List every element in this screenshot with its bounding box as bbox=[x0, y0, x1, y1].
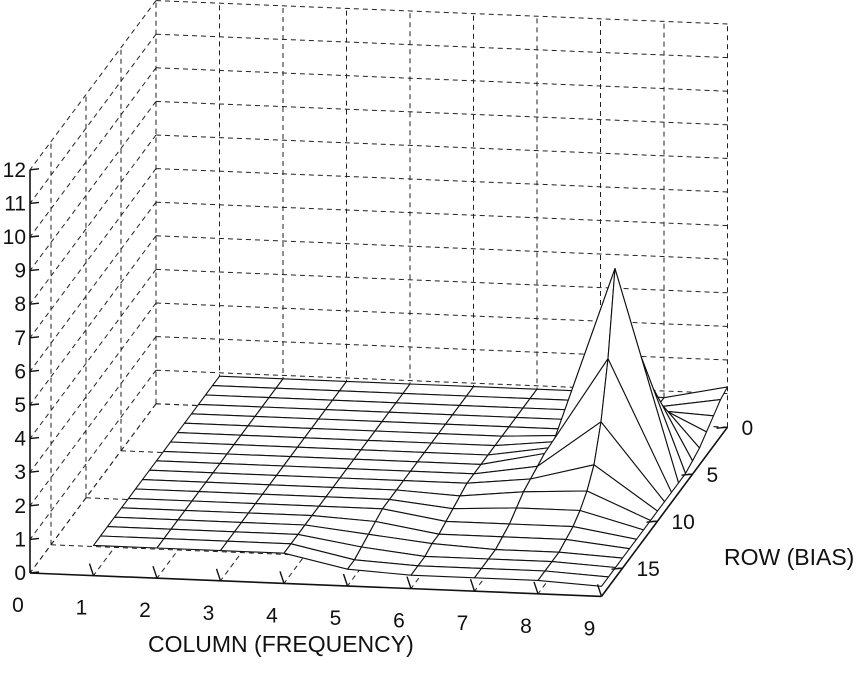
z-tick-mark bbox=[30, 236, 39, 237]
z-tick-label: 10 bbox=[3, 226, 26, 249]
x-tick-label: 5 bbox=[330, 607, 342, 630]
surface-layer bbox=[94, 269, 728, 587]
x-tick-label: 9 bbox=[584, 617, 596, 640]
z-tick-label: 12 bbox=[3, 159, 26, 182]
left-wall-gridline bbox=[30, 101, 156, 270]
x-tick-mark bbox=[407, 577, 411, 589]
x-tick-label: 2 bbox=[139, 599, 151, 622]
z-tick-mark bbox=[30, 471, 39, 472]
left-wall-gridline bbox=[30, 269, 156, 438]
surface-quad bbox=[411, 566, 482, 578]
z-tick-label: 11 bbox=[4, 192, 26, 215]
z-tick-label: 8 bbox=[14, 293, 26, 316]
x-tick-label: 7 bbox=[457, 612, 469, 635]
z-tick-mark bbox=[30, 538, 39, 539]
z-tick-mark bbox=[30, 438, 39, 439]
back-wall-gridline bbox=[156, 337, 728, 360]
z-tick-label: 6 bbox=[14, 360, 26, 383]
z-tick-mark bbox=[30, 337, 39, 338]
x-tick-mark bbox=[534, 582, 538, 594]
x-tick-label: 1 bbox=[76, 597, 88, 620]
x-tick-mark bbox=[153, 566, 157, 578]
z-tick-label: 2 bbox=[14, 495, 26, 518]
surface-quad bbox=[475, 568, 546, 580]
back-wall-gridline bbox=[156, 303, 728, 326]
back-wall-gridline bbox=[156, 135, 728, 158]
y-tick-label: 15 bbox=[637, 558, 660, 581]
z-tick-label: 4 bbox=[14, 428, 26, 451]
left-wall-gridline bbox=[30, 337, 156, 506]
left-wall-gridline bbox=[30, 303, 156, 472]
back-wall-gridline bbox=[156, 202, 728, 225]
back-wall-gridline bbox=[156, 1, 728, 24]
x-tick-label: 4 bbox=[266, 604, 278, 627]
z-tick-mark bbox=[30, 169, 39, 170]
x-tick-label: 8 bbox=[520, 615, 532, 638]
z-tick-mark bbox=[30, 505, 39, 506]
y-tick-label: 5 bbox=[707, 464, 719, 487]
z-tick-label: 3 bbox=[14, 461, 26, 484]
surface-quad bbox=[510, 508, 581, 527]
z-tick-label: 9 bbox=[14, 260, 26, 283]
y-tick-label: 10 bbox=[672, 511, 695, 534]
x-tick-mark bbox=[90, 564, 94, 576]
x-axis-label: COLUMN (FREQUENCY) bbox=[148, 631, 414, 657]
left-wall-gridline bbox=[30, 169, 156, 338]
back-wall-gridline bbox=[156, 269, 728, 292]
surface-quad bbox=[157, 539, 228, 551]
left-wall-gridline bbox=[30, 236, 156, 405]
left-wall-gridline bbox=[30, 1, 156, 170]
surface-quad bbox=[221, 541, 292, 553]
back-wall-gridline bbox=[156, 169, 728, 192]
z-tick-mark bbox=[30, 270, 39, 271]
x-tick-mark bbox=[344, 574, 348, 586]
back-wall-gridline bbox=[156, 236, 728, 259]
left-wall-gridline bbox=[30, 34, 156, 203]
z-tick-mark bbox=[30, 572, 39, 573]
x-tick-label: 6 bbox=[393, 610, 405, 633]
z-tick-label: 0 bbox=[14, 562, 26, 585]
back-wall-gridline bbox=[156, 68, 728, 91]
y-tick-mark bbox=[647, 521, 658, 522]
y-axis-label: ROW (BIAS) bbox=[724, 544, 854, 570]
back-wall-gridline bbox=[156, 101, 728, 124]
left-wall-gridline bbox=[30, 68, 156, 237]
y-tick-mark bbox=[682, 474, 693, 475]
z-tick-label: 7 bbox=[14, 327, 26, 350]
z-tick-mark bbox=[30, 202, 39, 203]
x-tick-mark bbox=[217, 569, 221, 581]
back-wall-gridline bbox=[156, 34, 728, 57]
z-tick-label: 5 bbox=[14, 394, 26, 417]
left-wall-gridline bbox=[30, 202, 156, 371]
left-wall-gridline bbox=[30, 135, 156, 304]
x-tick-label: 0 bbox=[12, 594, 24, 617]
z-tick-label: 1 bbox=[14, 528, 26, 551]
y-tick-mark bbox=[717, 427, 728, 428]
x-tick-label: 3 bbox=[203, 602, 215, 625]
x-tick-mark bbox=[471, 579, 475, 591]
y-tick-mark bbox=[612, 568, 623, 569]
surface-quad bbox=[94, 536, 165, 548]
z-tick-mark bbox=[30, 303, 39, 304]
y-tick-label: 0 bbox=[742, 417, 754, 440]
z-tick-mark bbox=[30, 370, 39, 371]
z-tick-mark bbox=[30, 404, 39, 405]
surface-quad bbox=[517, 491, 588, 511]
x-tick-mark bbox=[280, 571, 284, 583]
